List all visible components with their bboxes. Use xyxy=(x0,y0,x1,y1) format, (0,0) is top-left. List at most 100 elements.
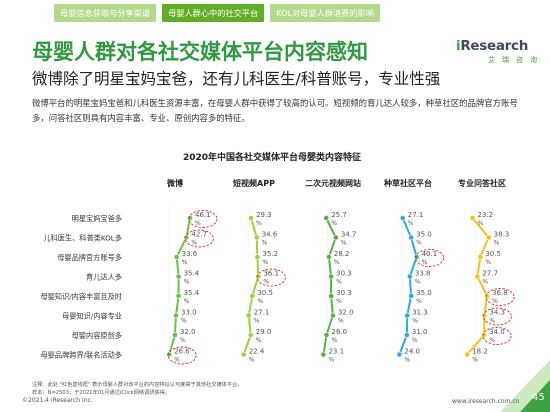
series-header: 种草社区平台 xyxy=(383,178,432,188)
series-layer: 微博46.1%42.7%33.6%35.4%35.4%33.0%32.0%26.… xyxy=(166,178,515,365)
data-unit: % xyxy=(174,357,180,364)
series-line xyxy=(168,217,191,355)
logo-text: Research xyxy=(460,38,529,54)
highlight-ring xyxy=(485,288,515,306)
data-unit: % xyxy=(482,279,488,286)
highlight-ring xyxy=(256,268,286,287)
data-unit: % xyxy=(257,298,263,305)
data-unit: % xyxy=(328,357,334,364)
data-label: 27.7 xyxy=(482,270,498,278)
data-label: 23.2 xyxy=(478,211,494,219)
series-header: 专业问答社区 xyxy=(458,178,506,188)
data-point xyxy=(477,254,484,260)
page-number: 45 xyxy=(532,392,545,403)
series-line xyxy=(466,217,490,356)
data-label: 36.8 xyxy=(492,289,508,297)
data-unit: % xyxy=(191,240,197,247)
data-label: 30.5 xyxy=(257,289,273,297)
data-label: 34.6 xyxy=(262,231,278,239)
data-point xyxy=(166,351,173,358)
data-label: 24.0 xyxy=(404,348,420,356)
data-label: 46.1 xyxy=(195,211,211,219)
data-point xyxy=(254,254,261,260)
series-header: 短视频APP xyxy=(233,178,275,188)
data-label: 42.7 xyxy=(191,231,207,239)
data-label: 32.0 xyxy=(338,309,354,317)
highlight-ring xyxy=(184,229,214,248)
data-point xyxy=(323,332,330,338)
data-unit: % xyxy=(415,279,421,286)
data-point xyxy=(175,293,182,299)
data-unit: % xyxy=(256,337,262,344)
data-point xyxy=(323,215,330,221)
data-unit: % xyxy=(336,279,342,286)
data-unit: % xyxy=(184,279,190,286)
data-label: 27.1 xyxy=(408,211,424,219)
page-title: 母婴人群对各社交媒体平台内容感知 xyxy=(32,40,368,64)
data-point xyxy=(320,351,327,358)
data-label: 33.8 xyxy=(415,270,431,278)
data-label: 22.4 xyxy=(249,348,265,356)
data-point xyxy=(253,234,260,241)
data-label: 29.0 xyxy=(256,328,272,336)
data-point xyxy=(172,332,178,338)
data-point xyxy=(325,254,332,260)
data-point xyxy=(399,215,406,221)
data-unit: % xyxy=(332,337,338,344)
data-unit: % xyxy=(180,337,186,344)
data-label: 29.3 xyxy=(256,211,272,219)
data-label: 31.3 xyxy=(412,309,428,317)
data-point xyxy=(328,273,335,280)
data-unit: % xyxy=(256,220,262,227)
data-point xyxy=(328,293,335,299)
category-label: 母婴品牌跨界/联名活动多 xyxy=(41,351,123,360)
data-point xyxy=(248,215,254,221)
data-label: 35.2 xyxy=(262,250,278,258)
data-unit: % xyxy=(338,318,344,325)
data-point xyxy=(249,293,256,299)
data-label: 33.0 xyxy=(181,309,197,317)
data-label: 30.3 xyxy=(336,289,352,297)
data-point xyxy=(474,273,481,280)
data-label: 30.3 xyxy=(336,270,352,278)
data-unit: % xyxy=(262,259,268,266)
data-point xyxy=(247,332,254,338)
data-unit: % xyxy=(478,220,484,227)
data-label: 38.3 xyxy=(494,231,510,239)
data-unit: % xyxy=(341,240,347,247)
page-subtitle: 微博除了明星宝妈宝爸，还有儿科医生/科普账号，专业性强 xyxy=(32,70,441,88)
data-point xyxy=(413,254,420,260)
data-point xyxy=(187,215,193,221)
sample-note: 样本：N=2503；于2021年01月通过iClick网络调研获得。 xyxy=(32,390,171,396)
data-unit: % xyxy=(263,279,269,286)
data-unit: % xyxy=(489,337,495,344)
tab-info-channels[interactable]: 母婴信息获取与分享渠道 xyxy=(54,4,157,22)
iresearch-logo: iResearch 艾瑞咨询 xyxy=(456,38,548,65)
data-label: 33.6 xyxy=(182,250,198,258)
series-line xyxy=(322,217,337,355)
data-point xyxy=(173,312,179,319)
data-label: 26.0 xyxy=(332,328,348,336)
data-label: 35.4 xyxy=(184,289,200,297)
data-label: 36.1 xyxy=(263,270,279,278)
tab-social-platforms[interactable]: 母婴人群心中的社交平台 xyxy=(162,4,265,22)
data-point xyxy=(245,312,252,319)
tab-kol-influence[interactable]: KOL对母婴人群消费的影响 xyxy=(270,4,380,22)
data-label: 28.2 xyxy=(334,250,350,258)
data-label: 35.0 xyxy=(416,289,432,297)
data-point xyxy=(175,273,182,280)
website: www.iresearch.com.cn xyxy=(452,398,520,405)
data-unit: % xyxy=(412,337,418,344)
data-label: 25.7 xyxy=(331,211,347,219)
series-header: 微博 xyxy=(166,178,183,188)
section-tabs: 母婴信息获取与分享渠道 母婴人群心中的社交平台 KOL对母婴人群消费的影响 xyxy=(54,4,386,22)
data-point xyxy=(469,215,476,221)
data-label: 34.3 xyxy=(489,309,505,317)
data-unit: % xyxy=(412,318,418,325)
data-point xyxy=(396,351,403,358)
data-unit: % xyxy=(262,240,268,247)
highlight-ring xyxy=(482,327,512,345)
data-label: 30.5 xyxy=(485,250,501,258)
data-unit: % xyxy=(408,220,414,227)
data-label: 27.1 xyxy=(254,309,270,317)
